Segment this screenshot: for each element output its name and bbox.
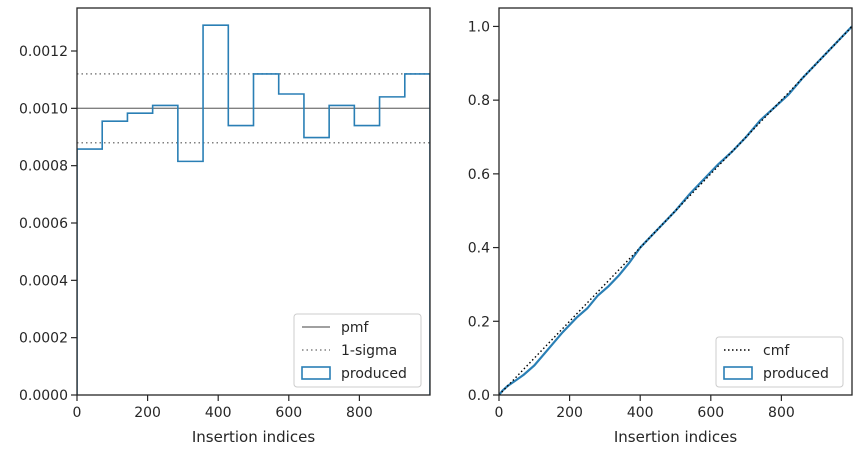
left-legend: pmf 1-sigma produced [293, 313, 422, 388]
right-x-tick-label: 400 [627, 405, 654, 421]
produced-histogram-step [77, 24, 430, 395]
left-y-tick-label: 0.0010 [19, 101, 68, 117]
left-x-tick-label: 0 [73, 405, 82, 421]
right-y-tick-label: 0.6 [468, 167, 490, 183]
left-y-tick-label: 0.0012 [19, 44, 68, 60]
legend-label-1-sigma: 1-sigma [341, 343, 397, 359]
left-legend-box [293, 313, 422, 388]
right-y-tick-label: 0.4 [468, 241, 490, 257]
legend-label-cmf: cmf [763, 343, 790, 359]
right-plot-frame [498, 7, 853, 396]
pmf-histogram-panel: 0 200 400 600 800 0.0000 0.0002 0.0004 0.0006 0.0… [19, 7, 431, 446]
legend-label-pmf: pmf [341, 320, 370, 336]
cmf-line [499, 25, 852, 395]
right-x-tick-label: 200 [556, 405, 583, 421]
right-x-axis-label: Insertion indices [614, 428, 737, 446]
left-x-tick-label: 400 [205, 405, 232, 421]
right-x-tick-label: 800 [768, 405, 795, 421]
right-x-tick-label: 0 [495, 405, 504, 421]
right-legend-box [715, 336, 844, 388]
left-x-tick-label: 800 [346, 405, 373, 421]
legend-swatch-produced [301, 366, 331, 380]
left-plot-area [77, 24, 430, 395]
legend-label-produced: produced [341, 366, 407, 382]
right-y-tick-label: 0.2 [468, 314, 490, 330]
left-x-tick-label: 200 [134, 405, 161, 421]
right-y-tick-label: 0.8 [468, 93, 490, 109]
right-y-tick-label: 1.0 [468, 19, 490, 35]
left-x-tick-label: 600 [275, 405, 302, 421]
legend-label-produced: produced [763, 366, 829, 382]
left-x-axis-label: Insertion indices [192, 428, 315, 446]
legend-swatch-produced [723, 366, 753, 380]
right-x-tick-label: 600 [697, 405, 724, 421]
cmf-line-panel: 0 200 400 600 800 0.0 0.2 0.4 0.6 0.8 1.0 Insertion… [468, 7, 853, 446]
produced-cmf-line [499, 25, 852, 395]
left-y-tick-label: 0.0004 [19, 273, 68, 289]
left-y-tick-label: 0.0006 [19, 216, 68, 232]
right-y-tick-label: 0.0 [468, 388, 490, 404]
left-y-tick-label: 0.0002 [19, 331, 68, 347]
left-plot-frame [76, 7, 431, 396]
left-y-tick-label: 0.0008 [19, 159, 68, 175]
left-y-tick-label: 0.0000 [19, 388, 68, 404]
right-legend: cmf produced [715, 336, 844, 388]
right-plot-area [499, 25, 852, 395]
